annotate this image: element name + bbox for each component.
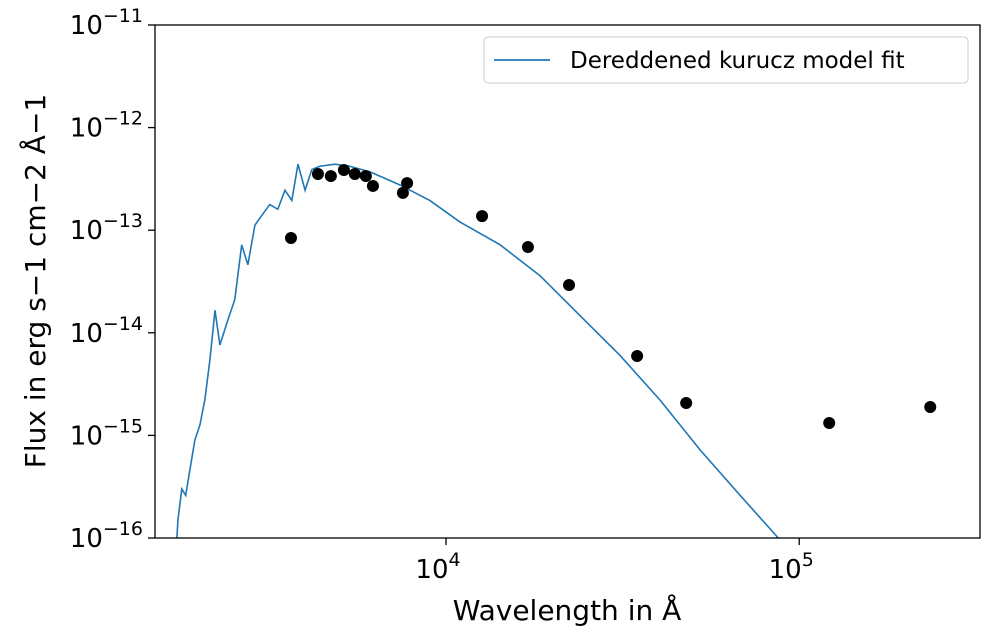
y-tick-label: 10−11: [70, 5, 143, 41]
x-tick-label: 104: [415, 549, 460, 585]
data-point: [396, 186, 409, 199]
y-tick-label: 10−12: [70, 108, 143, 144]
y-tick-label: 10−13: [70, 210, 143, 246]
y-axis-label: Flux in erg s−1 cm−2 Å−1: [18, 94, 52, 469]
data-point: [366, 179, 379, 192]
data-point: [924, 401, 937, 414]
model-line: [176, 163, 779, 538]
x-tick-label: 105: [769, 549, 814, 585]
x-axis-label: Wavelength in Å: [453, 593, 682, 627]
data-point: [521, 241, 534, 254]
data-point: [284, 231, 297, 244]
data-point: [348, 167, 361, 180]
plot-frame: [154, 24, 981, 539]
data-point: [359, 170, 372, 183]
plot-area: [176, 163, 937, 538]
y-tick-label: 10−14: [70, 313, 143, 349]
data-point: [563, 279, 576, 292]
data-point: [823, 417, 836, 430]
data-point: [476, 210, 489, 223]
data-point: [324, 170, 337, 183]
legend-box: [483, 36, 969, 84]
legend-label: Dereddened kurucz model fit: [570, 48, 905, 74]
data-point: [311, 167, 324, 180]
y-tick-label: 10−16: [70, 518, 143, 554]
data-point: [631, 350, 644, 363]
data-point: [337, 164, 350, 177]
data-point: [401, 177, 414, 190]
data-point: [680, 396, 693, 409]
y-tick-label: 10−15: [70, 415, 143, 451]
